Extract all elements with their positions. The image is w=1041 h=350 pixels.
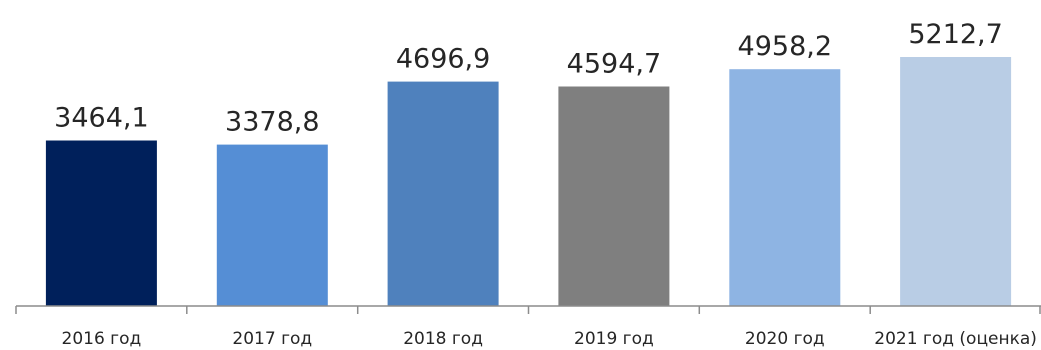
bar-2017 (216, 144, 328, 306)
x-tick-label-2018: 2018 год (403, 329, 483, 349)
bars-layer (45, 57, 1012, 306)
data-label-2016: 3464,1 (54, 103, 148, 134)
data-label-2019: 4594,7 (567, 49, 661, 80)
value-labels-layer: 3464,1 3378,8 4696,9 4594,7 4958,2 5212,7 (54, 19, 1003, 138)
bar-2019 (558, 86, 670, 306)
bar-2021 (900, 57, 1012, 306)
bar-2016 (45, 140, 157, 306)
x-tick-label-2017: 2017 год (232, 329, 312, 349)
x-axis (15, 305, 1041, 314)
x-tick-label-2016: 2016 год (62, 329, 142, 349)
data-label-2021: 5212,7 (908, 19, 1002, 50)
data-label-2017: 3378,8 (225, 107, 319, 138)
x-tick-label-2021: 2021 год (оценка) (874, 329, 1037, 349)
data-label-2018: 4696,9 (396, 44, 490, 75)
bar-2020 (729, 69, 841, 306)
x-tick-label-2020: 2020 год (745, 329, 825, 349)
bar-2018 (387, 81, 499, 306)
x-tick-label-2019: 2019 год (574, 329, 654, 349)
data-label-2020: 4958,2 (738, 31, 832, 62)
x-tick-labels-layer: 2016 год 2017 год 2018 год 2019 год 2020 год… (62, 329, 1037, 349)
